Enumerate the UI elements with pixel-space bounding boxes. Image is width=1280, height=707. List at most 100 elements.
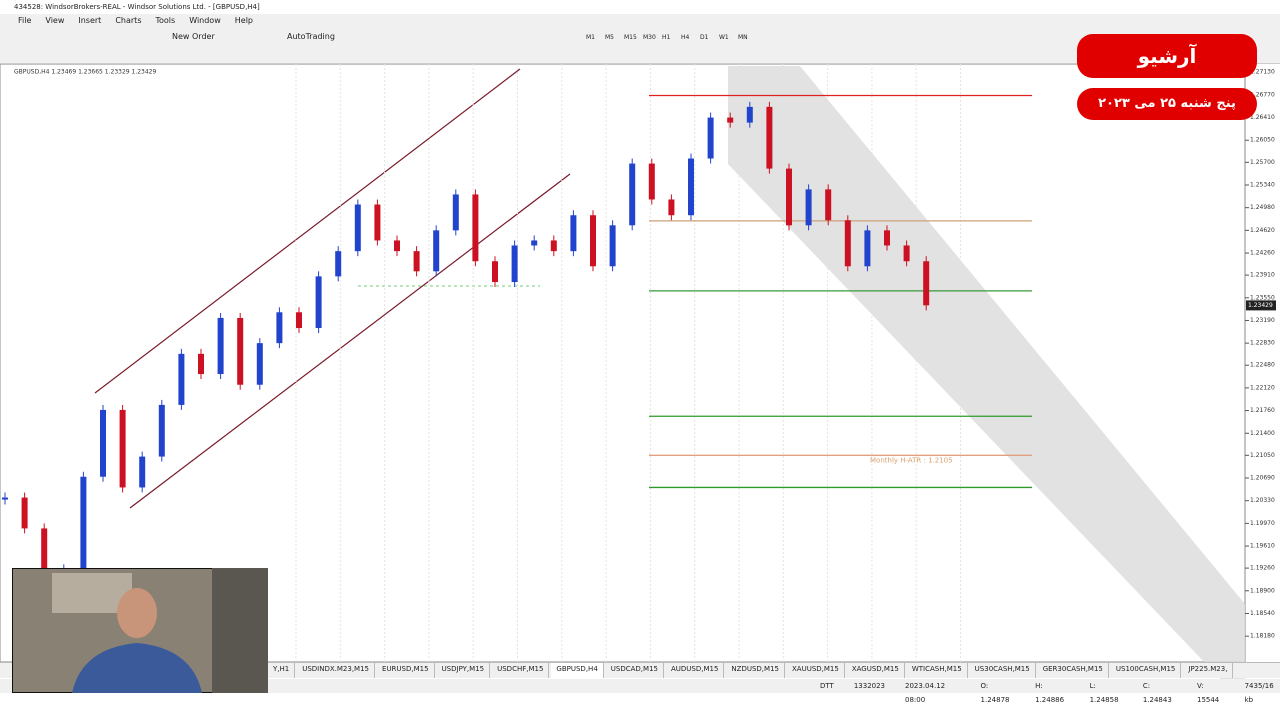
symbol-tab[interactable]: USDCAD,M15	[606, 663, 664, 678]
status-field: V: 15544	[1196, 682, 1220, 704]
candle	[609, 225, 616, 267]
y-tick-label: 1.25340	[1250, 181, 1275, 188]
symbol-tab[interactable]: XAUUSD,M15	[787, 663, 845, 678]
y-tick-label: 1.26410	[1250, 114, 1275, 121]
candle	[41, 528, 48, 570]
symbol-tab[interactable]: EURUSD,M15	[377, 663, 435, 678]
y-tick-label: 1.23190	[1250, 317, 1275, 324]
symbol-tab[interactable]: USDCHF,M15	[492, 663, 550, 678]
menu-item[interactable]: Tools	[155, 16, 176, 25]
menu-item[interactable]: View	[45, 16, 65, 25]
candle	[570, 215, 577, 252]
symbol-tab[interactable]: WTICASH,M15	[907, 663, 968, 678]
timeframe-button[interactable]: M1	[586, 34, 595, 41]
symbol-tab[interactable]: AUDUSD,M15	[666, 663, 725, 678]
y-tick-label: 1.22480	[1250, 362, 1275, 369]
y-tick-label: 1.24620	[1250, 227, 1275, 234]
channel-line	[129, 173, 571, 509]
symbol-tab[interactable]: US100CASH,M15	[1111, 663, 1182, 678]
status-field: C: 1.24843	[1142, 682, 1172, 704]
symbol-tab[interactable]: USDINDX.M23,M15	[297, 663, 376, 678]
candle	[884, 230, 890, 246]
webcam-body	[72, 643, 202, 693]
y-tick-label: 1.22120	[1250, 384, 1275, 391]
symbol-tab[interactable]: GER30CASH,M15	[1038, 663, 1109, 678]
candle	[413, 251, 420, 272]
candle	[256, 343, 263, 385]
timeframe-button[interactable]: M15	[624, 34, 637, 41]
symbol-tab[interactable]: XAGUSD,M15	[847, 663, 905, 678]
symbol-tab[interactable]: NZDUSD,M15	[726, 663, 785, 678]
candle	[844, 220, 851, 267]
y-tick-label: 1.22830	[1250, 340, 1275, 347]
timeframe-button[interactable]: MN	[738, 34, 748, 41]
archive-badge: آرشیو	[1077, 34, 1257, 78]
candle	[80, 476, 87, 570]
status-field: 1332023	[853, 682, 886, 690]
y-tick-label: 1.19260	[1250, 565, 1275, 572]
menu-item[interactable]: File	[18, 16, 32, 25]
candle	[668, 199, 675, 216]
timeframe-button[interactable]: M30	[643, 34, 656, 41]
timeframe-button[interactable]: H1	[662, 34, 671, 41]
candle	[531, 240, 538, 246]
symbol-tab[interactable]: US30CASH,M15	[970, 663, 1036, 678]
auto-trading-button[interactable]: AutoTrading	[287, 32, 335, 41]
atr-label: Monthly H-ATR : 1.2105	[870, 456, 953, 464]
title-bar: 434528: WindsorBrokers-REAL - Windsor So…	[0, 0, 1280, 14]
candle	[648, 163, 655, 200]
candle	[315, 276, 322, 329]
candle	[178, 353, 185, 405]
y-tick-label: 1.24980	[1250, 204, 1275, 211]
symbol-tab[interactable]: USDJPY,M15	[437, 663, 491, 678]
candle	[511, 245, 518, 283]
menu-item[interactable]: Help	[234, 16, 253, 25]
status-field: DTT	[820, 682, 834, 690]
candle	[550, 240, 557, 252]
timeframe-button[interactable]: W1	[719, 34, 729, 41]
candle	[139, 456, 146, 488]
y-tick-label: 1.20330	[1250, 497, 1275, 504]
y-tick-label: 1.20690	[1250, 475, 1275, 482]
candle	[923, 261, 930, 306]
candle	[903, 245, 910, 262]
y-tick-label: 1.25700	[1250, 159, 1275, 166]
candle	[825, 189, 832, 221]
candle	[198, 353, 204, 375]
menu-bar: File View Insert Charts Tools Window Help	[0, 14, 1280, 28]
webcam	[12, 568, 268, 693]
candle	[354, 204, 361, 252]
webcam-face	[117, 588, 157, 638]
y-tick-label: 1.18540	[1250, 610, 1275, 617]
y-tick-label: 1.19610	[1250, 543, 1275, 550]
symbol-tab[interactable]: Y,H1	[268, 663, 296, 678]
y-tick-label: 1.27130	[1250, 69, 1275, 76]
y-tick-label: 1.19970	[1250, 520, 1275, 527]
candle	[217, 317, 224, 375]
channel-line	[94, 68, 521, 394]
candle	[296, 312, 302, 329]
candle	[688, 158, 694, 216]
regression-channel	[728, 66, 1245, 689]
menu-item[interactable]: Window	[189, 16, 221, 25]
menu-item[interactable]: Insert	[78, 16, 102, 25]
menu-item[interactable]: Charts	[115, 16, 142, 25]
symbol-tab[interactable]: GBPUSD,H4	[551, 663, 604, 678]
symbol-tab[interactable]: JP225.M23,	[1183, 663, 1234, 678]
timeframe-button[interactable]: H4	[681, 34, 690, 41]
candle	[374, 204, 381, 241]
timeframe-button[interactable]: M5	[605, 34, 614, 41]
chart: GBPUSD,H4 1.23469 1.23665 1.23329 1.2342…	[0, 64, 1276, 689]
window-title: 434528: WindsorBrokers-REAL - Windsor So…	[14, 3, 260, 11]
candle	[21, 497, 28, 529]
status-field: 2023.04.12 08:00	[905, 682, 946, 704]
new-order-button[interactable]: New Order	[172, 32, 215, 41]
candle	[746, 106, 753, 123]
current-price-label: 1.23429	[1248, 302, 1273, 309]
tab-bar: Y,H1 USDINDX.M23,M15 EURUSD,M15 USDJPY,M15 U…	[0, 662, 1280, 678]
candle	[394, 240, 400, 252]
candle	[276, 312, 283, 344]
status-field: H: 1.24886	[1035, 682, 1065, 704]
timeframe-button[interactable]: D1	[700, 34, 709, 41]
